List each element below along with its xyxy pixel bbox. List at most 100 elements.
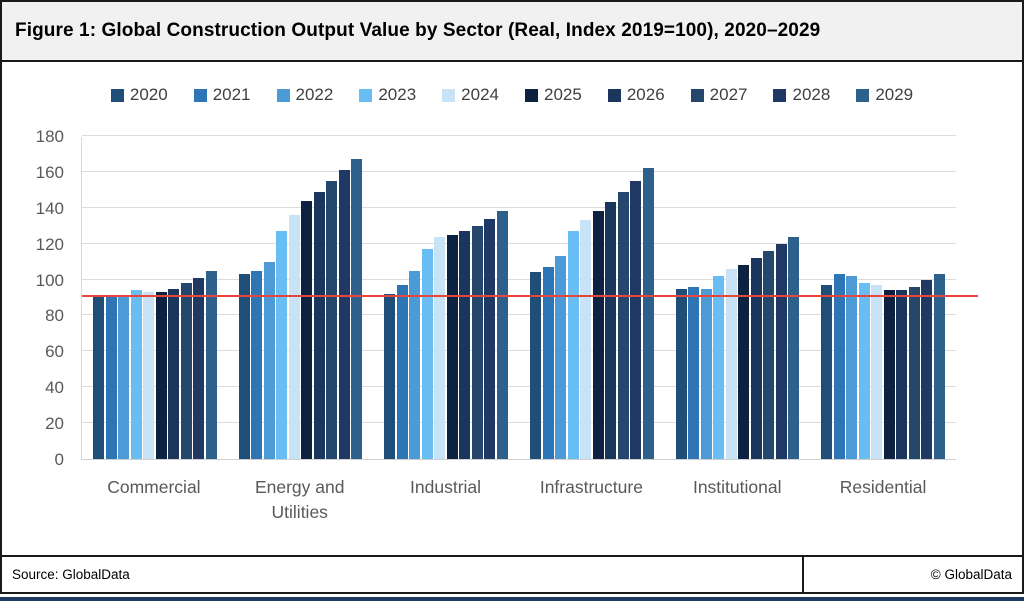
x-axis-labels: Commercial Energy and Utilities Industrial…	[81, 475, 956, 524]
y-tick-label: 160	[35, 162, 64, 182]
bar-2028	[921, 279, 933, 459]
bar-2022	[263, 261, 275, 459]
legend-item-2021: 2021	[193, 85, 251, 105]
bar-2023	[276, 231, 288, 459]
legend-label: 2021	[212, 85, 251, 104]
bar-2023	[713, 275, 725, 459]
bar-2027	[180, 283, 192, 459]
gridline	[82, 314, 956, 316]
x-axis-category-text: Institutional	[692, 477, 782, 497]
bar-2025	[883, 290, 895, 459]
x-axis-category-text: Commercial	[107, 477, 201, 497]
bar-2022	[555, 256, 567, 459]
source-text: Source: GlobalData	[12, 567, 130, 582]
legend-label: 2020	[129, 85, 168, 104]
bar-2025	[446, 234, 458, 459]
legend-swatch-icon	[856, 88, 870, 102]
legend-item-2022: 2022	[276, 85, 334, 105]
legend-swatch-icon	[525, 88, 538, 102]
y-tick-label: 80	[45, 306, 64, 326]
bar-2028	[193, 277, 205, 459]
y-tick-label: 180	[35, 127, 64, 146]
bar-2026	[459, 231, 471, 459]
bar-2025	[301, 200, 313, 459]
legend-swatch-icon	[442, 88, 456, 102]
bar-2026	[605, 202, 617, 459]
legend-label: 2024	[461, 85, 499, 104]
bar-2027	[326, 180, 338, 459]
bar-group-residential	[821, 137, 945, 459]
bar-2029	[496, 211, 508, 459]
legend-item-2026: 2026	[607, 85, 665, 105]
legend-item-2020: 2020	[110, 85, 168, 105]
legend-label: 2023	[378, 85, 417, 104]
bar-2020	[238, 274, 250, 459]
bar-2021	[833, 274, 845, 459]
bar-2028	[630, 180, 642, 459]
bar-2024	[871, 284, 883, 459]
legend-swatch-icon	[690, 88, 704, 102]
legend-item-2024: 2024	[442, 85, 499, 105]
x-axis-category-text: Industrial	[410, 477, 482, 497]
figure-title: Figure 1: Global Construction Output Val…	[15, 20, 821, 41]
bar-2026	[313, 191, 325, 459]
y-tick-label: 140	[35, 198, 64, 218]
x-axis-category-label: Commercial	[92, 475, 216, 524]
x-axis-category-label: Residential	[821, 475, 945, 524]
bar-2027	[471, 225, 483, 459]
legend-swatch-icon	[773, 88, 787, 102]
bar-2021	[688, 286, 700, 459]
gridline	[82, 350, 956, 352]
bar-2024	[434, 236, 446, 459]
legend-label: 2027	[709, 85, 748, 104]
gridline	[82, 206, 956, 208]
y-tick-label: 120	[35, 234, 64, 254]
bar-2026	[750, 258, 762, 459]
bar-groups	[82, 137, 956, 459]
bottom-accent-bar	[0, 597, 1024, 601]
footer: Source: GlobalData © GlobalData	[2, 555, 1022, 592]
bar-2021	[542, 267, 554, 459]
bar-group-commercial	[93, 137, 217, 459]
legend-item-2029: 2029	[856, 85, 913, 105]
bar-2020	[93, 295, 105, 459]
bar-group-infrastructure	[530, 137, 654, 459]
legend-swatch-icon	[359, 88, 373, 102]
bar-2029	[351, 159, 363, 459]
bar-2020	[384, 293, 396, 459]
gridline	[82, 278, 956, 280]
legend-swatch-icon	[110, 88, 124, 102]
bar-2020	[821, 284, 833, 459]
legend-swatch-icon	[276, 88, 290, 102]
bar-2025	[155, 292, 167, 459]
copyright-text: © GlobalData	[930, 567, 1012, 582]
chart-legend: 2020 2021 2022 2023 2024 2025 2026 2027 2028 2029	[2, 85, 1022, 105]
bar-2022	[846, 275, 858, 459]
y-tick-label: 20	[45, 414, 64, 434]
bar-2028	[775, 243, 787, 459]
bar-2027	[908, 286, 920, 459]
footer-copyright-cell: © GlobalData	[802, 557, 1022, 592]
bar-2024	[580, 220, 592, 459]
legend-label: 2022	[295, 85, 334, 104]
legend-item-2028: 2028	[773, 85, 830, 105]
bar-2020	[530, 272, 542, 459]
legend-label: 2029	[875, 85, 914, 104]
x-axis-category-label: Energy and Utilities	[238, 475, 362, 524]
bar-2029	[205, 270, 217, 459]
x-axis-category-text: Infrastructure	[539, 477, 643, 497]
bar-2029	[788, 236, 800, 459]
legend-label: 2028	[792, 85, 831, 104]
x-axis-category-label: Industrial	[384, 475, 508, 524]
x-axis-category-text: Residential	[839, 477, 927, 497]
bar-2029	[642, 168, 654, 459]
bar-2027	[617, 191, 629, 459]
bar-2024	[143, 292, 155, 459]
legend-item-2023: 2023	[359, 85, 416, 105]
bar-2021	[396, 284, 408, 459]
y-tick-label: 100	[35, 270, 64, 290]
reference-line	[82, 294, 978, 297]
y-tick-label: 0	[54, 450, 64, 469]
bar-2024	[288, 214, 300, 459]
bar-2020	[675, 288, 687, 459]
